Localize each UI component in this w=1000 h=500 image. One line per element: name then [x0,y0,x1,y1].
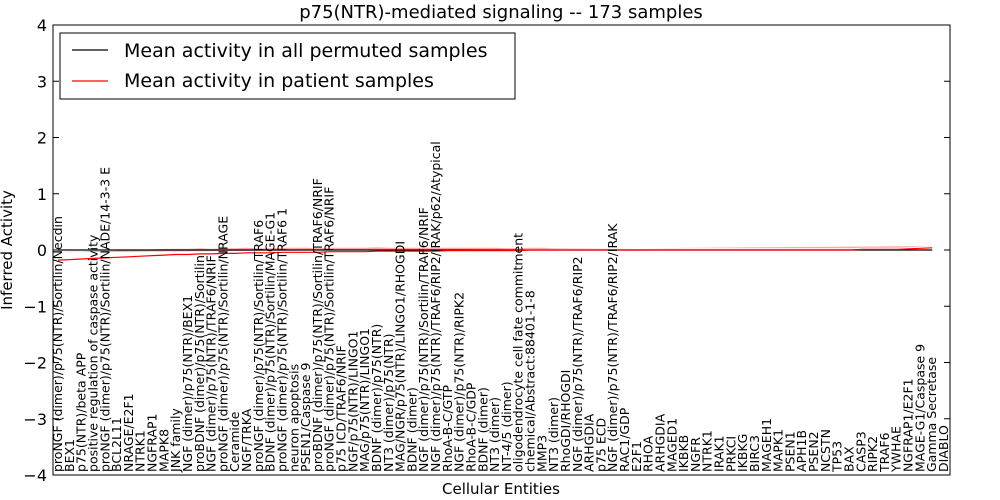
category-label: Ceramide [227,411,242,472]
category-label: NTRK1 [700,430,715,472]
band-mean-activity-in-patient-samples [58,246,933,253]
y-tick-label: 3 [37,72,47,91]
category-label: PSEN2 [806,431,821,472]
category-label: NRAGE/E2F1 [121,393,136,472]
y-tick-label: −4 [23,466,47,485]
category-label: proNGF (dimer)/p75(NTR)/Sortilin/TRAF6/N… [322,187,337,472]
legend-box [59,32,516,100]
category-label: p75 ICD/TRAF6/NRIF [334,345,349,472]
y-tick-label: −2 [23,354,47,373]
category-label: p75(NTR)/beta APP [74,352,89,472]
legend: Mean activity in all permuted samples Me… [59,32,516,100]
category-label: DIABLO [936,425,951,472]
y-tick-label: −3 [23,410,47,429]
category-label: NGF/p75(NTR)/LINGO1 [345,331,360,472]
category-label: NT-4/5 (dimer) [499,381,514,472]
category-label: E2F1 [629,441,644,472]
category-label: BDNF (dimer)/p75(NTR)/Sortilin/MAGE-G1 [263,212,278,472]
category-label: proBDNF (dimer)/p75(NTR)/Sortilin/TRAF6/… [310,178,325,472]
category-label: MMP3 [534,435,549,472]
category-label: proNGF (dimer)/p75(NTR)/Sortilin/TRAF6 1 [275,208,290,472]
category-label: neuron apoptosis [286,364,301,472]
category-label: PSEN1/Caspase 9 [298,362,313,472]
category-label: PRKCI [723,436,738,472]
y-tick-label: 2 [37,129,47,148]
category-label: YWHAE [889,426,904,473]
category-label: IKBKB [676,435,691,472]
confidence-bands [58,246,933,253]
category-label: IRAK1 [712,435,727,472]
category-label: NT3 (dimer)/p75(NTR) [381,333,396,472]
category-label: TP53 [830,441,845,473]
category-label: proBDNF (dimer)/p75(NTR)/Sortilin [192,255,207,472]
y-tick-label: −1 [23,297,47,316]
category-label: proNGF (dimer)/p75(NTR)/Sortilin/Necdin [50,216,65,472]
category-label: MAGE-G1/Caspase 9 [912,344,927,472]
category-label: JNK family [168,408,183,473]
category-label: NGF (dimer)/p75(NTR)/TRAF6/RIP2/IRAK/p62… [428,141,443,472]
category-label: MAG/NGR/p75(NTR)/LINGO1/RHOGDI [393,241,408,472]
y-tick-label: 1 [37,185,47,204]
series-lines [57,247,933,261]
y-axis-label: Inferred Activity [0,190,16,310]
category-label: NGF/TRKA [239,408,254,472]
category-label: oligodendrocyte cell fate commitment [511,233,526,472]
category-label: NGF (dimer)/p75(NTR)/RIPK2 [452,292,467,472]
category-label: ARHGDIA [582,413,597,472]
category-label: PSEN1 [782,431,797,472]
legend-label-patient: Mean activity in patient samples [124,70,434,92]
category-label: MAPK1 [771,429,786,472]
category-label: NT3 (dimer) [487,397,502,472]
x-axis-label: Cellular Entities [442,480,560,498]
legend-label-permuted: Mean activity in all permuted samples [124,40,487,62]
category-label: APH1B [794,430,809,472]
category-label: MAGEH1 [759,418,774,472]
category-label: TRAF6 [877,432,892,473]
category-label: NGFRAP1 [145,414,160,472]
category-label: RhoA-B-C/GTP [440,384,455,471]
category-label: BCL2L11 [109,417,124,472]
category-label: BDNF (dimer)/p75(NTR) [369,324,384,472]
category-label: NGF (dimer)/p75(NTR)/TRAF6/RIP2/IRAK [605,223,620,472]
category-label: BIRC3 [747,435,762,472]
category-label: NGFR [688,437,703,472]
category-label: NT3 (dimer) [546,397,561,472]
category-label: MAG/p75(NTR)/LINGO1 [357,328,372,472]
category-label: RhoGDI/RHOGDI [558,370,573,472]
category-label: NGF (dimer)/p75(NTR)/TRAF6/RIP2 [570,256,585,472]
category-label: RAC1/GDP [617,407,632,472]
category-label: proNGF (dimer)/p75(NTR)/Sortilin/NRAGE [215,216,230,472]
category-label: NTRK1 [133,430,148,472]
category-label: BDNF (dimer) [404,387,419,472]
category-label: NCSTN [818,429,833,472]
category-label: p75 ECD [593,418,608,472]
y-tick-label: 4 [37,16,47,35]
category-label: CASP3 [853,431,868,472]
category-label: IKBKG [735,434,750,472]
category-labels: proNGF (dimer)/p75(NTR)/Sortilin/NecdinB… [50,141,951,473]
category-label: MAPK8 [156,429,171,472]
y-axis: 4 3 2 1 0 −1 −2 −3 −4 [23,16,950,485]
category-label: BEX1 [62,439,77,472]
category-label: RIPK2 [865,436,880,472]
category-label: NGF (dimer)/p75(NTR)/Sortilin/TRAF6/NRIF [416,207,431,472]
category-label: RhoA-B-C/GDP [464,382,479,472]
line-mean-activity-in-patient-samples [57,247,933,261]
category-label: chemical/Abstract:88401-1-8 [523,290,538,472]
category-label: NGF (dimer)/p75(NTR)/BEX1 [180,295,195,472]
category-label: BDNF (dimer) [475,387,490,472]
category-label: NGFRAP1/E2F1 [901,378,916,472]
category-label: MAGED1 [664,418,679,472]
category-label: Gamma Secretase [924,357,939,472]
category-label: NGF (dimer)/p75(NTR)/TRAF6/NRIF [204,255,219,472]
chart-title: p75(NTR)-mediated signaling -- 173 sampl… [299,2,703,23]
category-label: proNGF (dimer)/p75(NTR)/Sortilin/TRAF6 [251,220,266,472]
category-label: proNGF (dimer)/p75(NTR)/Sortilin/NADE/14… [97,167,112,472]
category-label: positive regulation of caspase activity [85,234,100,472]
category-label: RHOA [641,435,656,472]
category-label: BAX [842,446,857,472]
category-label: ARHGDIA [653,413,668,472]
y-tick-label: 0 [37,241,47,260]
